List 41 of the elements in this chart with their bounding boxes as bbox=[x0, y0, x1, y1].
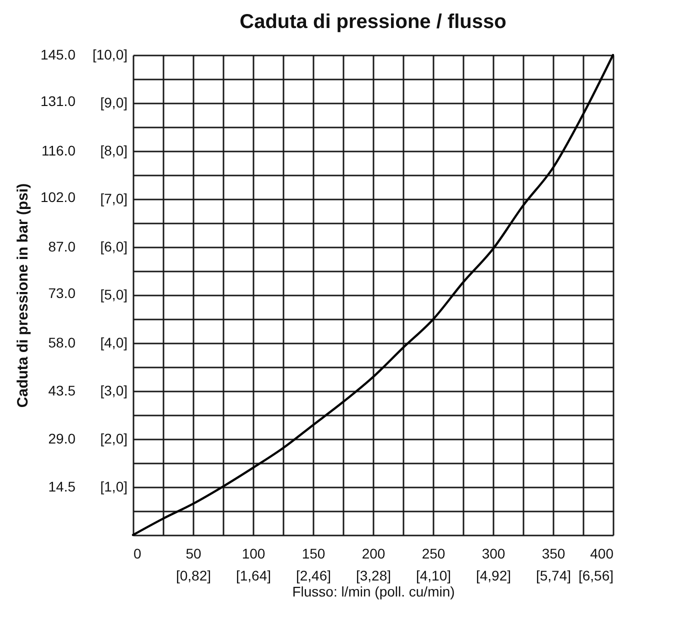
y-tick-label: [4,0] bbox=[100, 334, 128, 350]
x2-tick-label: [5,74] bbox=[536, 568, 572, 584]
y2-tick-label: 29.0 bbox=[48, 430, 76, 446]
x-tick-label: 50 bbox=[186, 546, 202, 562]
x2-tick-label: [2,46] bbox=[296, 568, 332, 584]
y2-tick-label: 43.5 bbox=[48, 382, 76, 398]
x-tick-label: 0 bbox=[134, 546, 142, 562]
x-tick-label: 150 bbox=[302, 546, 326, 562]
y-tick-label: [8,0] bbox=[100, 142, 128, 158]
y2-tick-label: 87.0 bbox=[48, 238, 76, 254]
y-tick-label: [10,0] bbox=[92, 46, 128, 62]
chart-title: Caduta di pressione / flusso bbox=[240, 11, 506, 33]
y-tick-label: [5,0] bbox=[100, 286, 128, 302]
x-tick-label: 350 bbox=[542, 546, 566, 562]
y-tick-label: [6,0] bbox=[100, 238, 128, 254]
x-tick-label: 100 bbox=[242, 546, 266, 562]
y-tick-label: [9,0] bbox=[100, 94, 128, 110]
y2-tick-label: 14.5 bbox=[48, 478, 76, 494]
x-axis-title: Flusso: l/min (poll. cu/min) bbox=[292, 584, 455, 600]
x-tick-label: 400 bbox=[590, 546, 614, 562]
x2-tick-label: [6,56] bbox=[578, 568, 614, 584]
y-tick-label: [3,0] bbox=[100, 382, 128, 398]
x2-tick-label: [3,28] bbox=[356, 568, 392, 584]
x-tick-label: 200 bbox=[362, 546, 386, 562]
x2-tick-label: [4,10] bbox=[416, 568, 452, 584]
y2-tick-label: 116.0 bbox=[42, 142, 76, 158]
y-tick-label: [1,0] bbox=[100, 478, 128, 494]
x2-tick-label: [1,64] bbox=[236, 568, 272, 584]
y2-axis-title: Caduta di pressione in bar (psi) bbox=[14, 183, 32, 408]
y2-tick-label: 102.0 bbox=[40, 188, 76, 205]
x2-tick-label: [0,82] bbox=[176, 568, 212, 584]
x2-tick-label: [4,92] bbox=[476, 568, 512, 584]
y2-tick-label: 131.0 bbox=[40, 92, 76, 109]
y2-tick-label: 73.0 bbox=[48, 284, 76, 301]
x-tick-label: 300 bbox=[482, 546, 506, 562]
line-series bbox=[132, 54, 614, 536]
y-tick-label: [2,0] bbox=[100, 430, 128, 446]
y2-tick-label: 58.0 bbox=[48, 334, 76, 350]
y2-tick-label: 145.0 bbox=[40, 46, 76, 62]
x-tick-label: 250 bbox=[422, 546, 446, 562]
y-tick-label: [7,0] bbox=[100, 190, 128, 206]
